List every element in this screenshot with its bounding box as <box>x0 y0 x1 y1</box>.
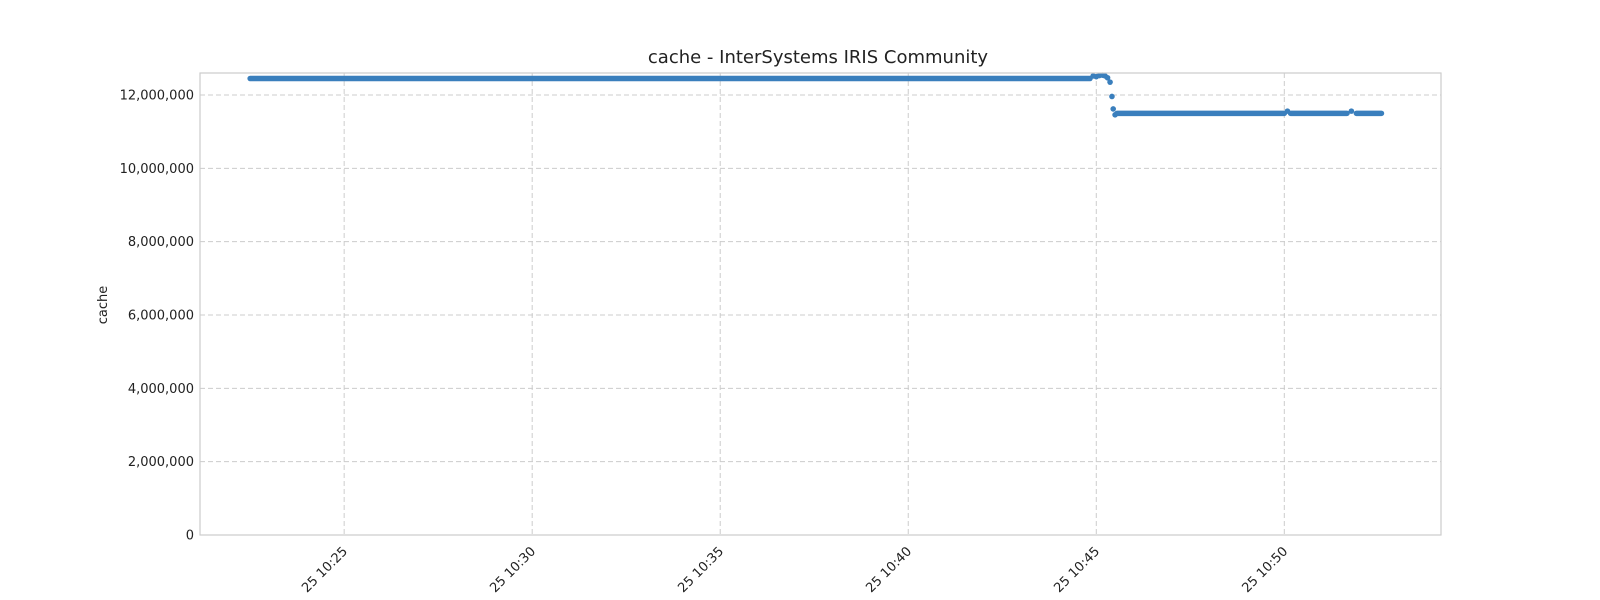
data-point <box>1112 112 1118 118</box>
y-axis-label: cache <box>96 286 111 325</box>
y-tick-label: 10,000,000 <box>120 162 194 177</box>
data-point <box>1348 108 1355 114</box>
data-point <box>1284 108 1291 114</box>
x-tick-label: 25 10:35 <box>675 544 727 596</box>
y-tick-label: 8,000,000 <box>128 235 194 250</box>
x-tick-label: 25 10:45 <box>1051 544 1103 596</box>
plot-frame <box>199 72 1442 536</box>
y-tick-label: 6,000,000 <box>128 309 194 324</box>
y-tick-label: 0 <box>186 529 194 544</box>
y-tick-label: 4,000,000 <box>128 382 194 397</box>
data-point <box>1110 106 1117 112</box>
y-tick-label: 2,000,000 <box>128 455 194 470</box>
x-tick-label: 25 10:40 <box>863 544 915 596</box>
data-layer <box>247 72 1385 118</box>
chart-title: cache - InterSystems IRIS Community <box>648 47 989 68</box>
x-tick-label: 25 10:50 <box>1239 544 1291 596</box>
x-tick-label: 25 10:25 <box>299 544 351 596</box>
y-tick-label: 12,000,000 <box>120 89 194 104</box>
axis-layer: 0 2,000,000 4,000,000 6,000,000 8,000,000 10,… <box>120 89 1292 596</box>
data-point <box>1107 79 1113 85</box>
data-point <box>1109 93 1115 100</box>
grid-layer <box>200 73 1441 535</box>
data-point <box>1104 74 1111 81</box>
x-tick-label: 25 10:30 <box>487 544 539 596</box>
